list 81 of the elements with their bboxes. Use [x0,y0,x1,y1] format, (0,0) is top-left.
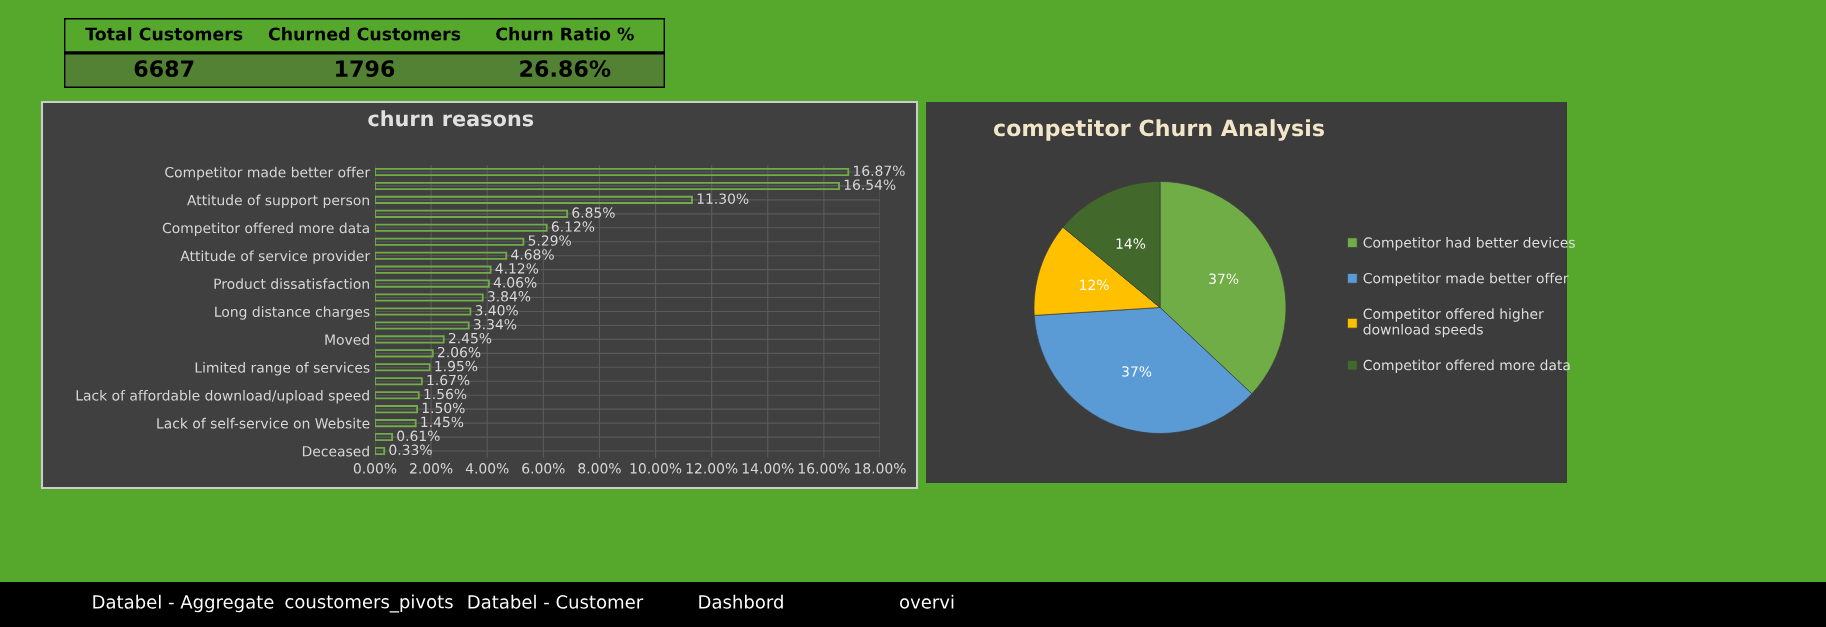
bar [375,363,431,372]
data-label: 14% [1116,238,1146,249]
bar [375,223,548,232]
y-tick-label: Limited range of services [195,362,370,376]
bar [375,405,418,414]
chart-title: churn reasons [368,110,534,127]
category-label: Churn Ratio % [496,27,634,41]
y-tick-label: Product dissatisfaction [214,278,369,290]
x-tick-label: 8.00% [578,463,621,474]
data-label: 1.67% [427,374,470,386]
y-tick-label: Deceased [302,445,369,457]
category-label: Databel - Customer [468,594,644,609]
y-tick-label: Moved [325,334,369,345]
y-tick-label: Attitude of service provider [180,250,371,264]
bar [375,349,434,358]
bar [375,307,472,316]
bar [375,433,394,442]
x-tick-label: 18.00% [855,463,906,474]
data-label: 4.12% [495,263,539,274]
data-label: 1.50% [422,402,465,414]
data-label: 12% [1080,279,1109,291]
bar [375,181,840,190]
data-label: 3.84% [487,291,531,302]
data-label: 3.40% [475,305,518,316]
category-label: Dashbord [699,594,783,609]
data-label: 5.29% [528,235,571,246]
data-label: 16.54% [844,179,896,190]
bar [375,265,492,274]
data-label: 37% [1122,366,1152,377]
x-tick-label: 6.00% [522,463,565,474]
data-label: 0.61% [397,430,440,442]
y-tick-label: Long distance charges [215,306,370,320]
x-tick-label: 12.00% [686,463,738,474]
data-label: 4.68% [511,249,554,260]
bar [375,279,490,288]
x-tick-label: 2.00% [410,463,453,474]
data-label: 2.06% [437,346,481,358]
bar [375,293,484,302]
bar [375,321,470,330]
category-label: coustomers_pivots [285,594,453,613]
bar [375,391,420,400]
category-label: Databel - Aggregate [93,594,274,613]
y-tick-label: Competitor made better offer [165,166,371,181]
data-label: 4.06% [493,277,537,288]
data-label: 37% [1209,273,1239,285]
data-label: 1.95% [435,360,478,372]
bar [375,335,445,344]
data-label: 2.45% [448,332,492,344]
bar [375,446,386,456]
bar [375,237,525,246]
bar [375,195,693,204]
data-label: 1.56% [424,388,467,400]
data-label: 6.85% [572,207,615,218]
category-label: Total Customers [85,27,243,41]
x-tick-label: 14.00% [742,463,794,474]
data-label: 11.30% [697,193,749,204]
bar [375,251,508,260]
y-tick-label: Attitude of support person [187,194,369,209]
category-label: Churned Customers [268,27,461,41]
chart-title: competitor Churn Analysis [993,119,1324,141]
text: 1796 [336,60,395,77]
data-label: 16.87% [853,165,905,177]
y-tick-label: Lack of affordable download/upload speed [76,389,369,404]
y-tick-label: Competitor offered more data [162,222,369,236]
data-label: 1.45% [421,416,464,428]
x-tick-label: 10.00% [630,463,682,474]
text: 26.86% [520,60,611,77]
bar [375,419,417,428]
data-label: 3.34% [473,318,517,330]
x-tick-label: 4.00% [465,463,509,474]
bar [375,377,423,386]
y-tick-label: Lack of self-service on Website [157,417,370,429]
bar [375,209,569,218]
x-tick-label: 0.00% [353,463,397,474]
bar [375,167,850,177]
data-label: 6.12% [551,221,595,232]
category-label: overvi [900,594,954,609]
text: 6687 [134,60,194,77]
data-label: 0.33% [389,444,432,456]
x-tick-label: 16.00% [798,463,850,474]
legend-label: Competitor offered higher download speeds [1363,308,1544,338]
